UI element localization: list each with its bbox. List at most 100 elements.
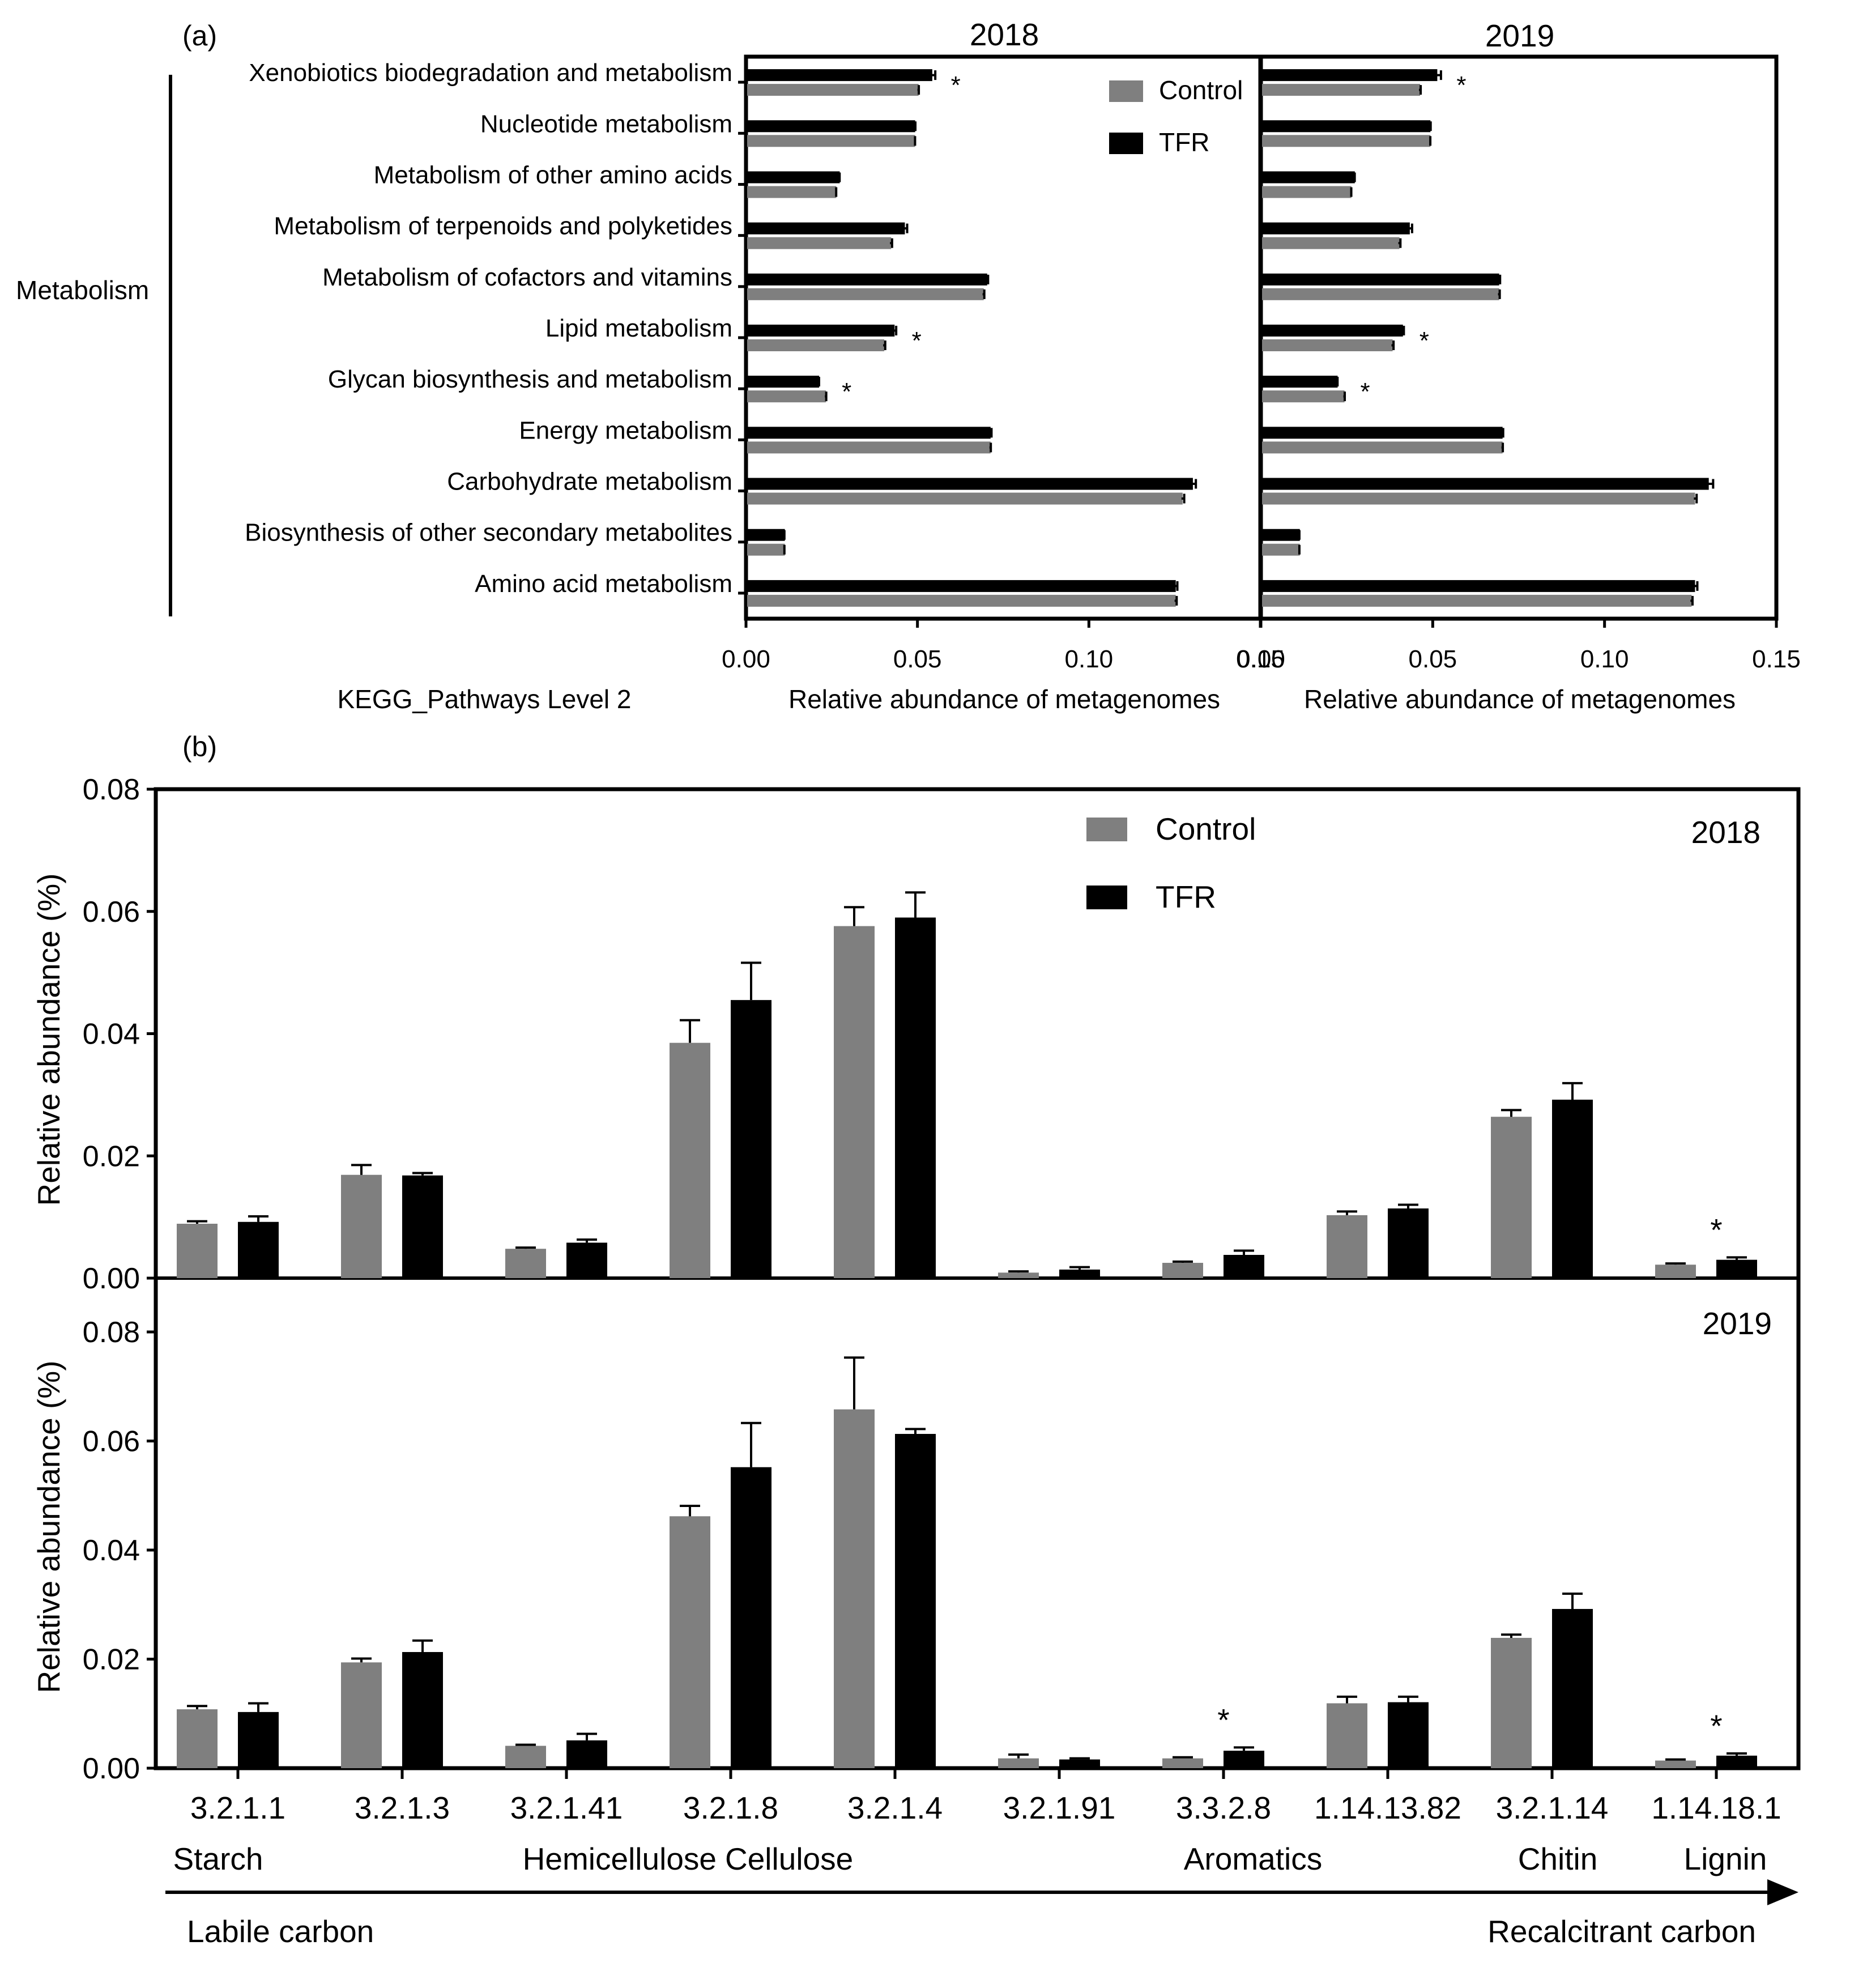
legend-a-tfr-swatch (1109, 133, 1143, 154)
errbar-a-2019-tfr-1 (1429, 121, 1432, 131)
bar-a-2019-control-3 (1262, 237, 1400, 249)
errbar-a-2018-control-4 (982, 289, 986, 299)
errbar-a-2019-control-10 (1690, 595, 1694, 606)
panel-b-2019-ytick-label-2: 0.04 (83, 1534, 140, 1567)
errbar-a-2018-tfr-0 (931, 70, 937, 80)
errbar-a-2018-tfr-3 (903, 223, 909, 233)
sig-star-a-2018-5: * (912, 327, 922, 355)
category-label-0: Xenobiotics biodegradation and metabolis… (249, 59, 732, 87)
panel-a-2019-xlabel: Relative abundance of metagenomes (1304, 684, 1736, 714)
bar-a-2019-tfr-5 (1262, 325, 1403, 337)
panel-a-2018-xtick-label-3: 0.15 (1236, 645, 1285, 673)
errbar-a-2018-tfr-5 (893, 326, 898, 335)
bar-a-2018-tfr-9 (747, 529, 785, 541)
sig-star-b-2019-6: * (1217, 1702, 1229, 1737)
panel-a-legend: Control TFR (1109, 75, 1243, 157)
errbar-b-2018-control-9 (1665, 1262, 1686, 1265)
bar-b-2019-tfr-7 (1388, 1702, 1429, 1768)
bar-b-2018-tfr-2 (566, 1242, 607, 1278)
panel-b-2018-ytick-label-2: 0.04 (83, 1018, 140, 1051)
bar-b-2018-tfr-4 (895, 917, 936, 1278)
bar-b-2018-tfr-5 (1059, 1269, 1100, 1278)
bar-b-2019-tfr-0 (238, 1712, 279, 1768)
sig-star-b-2018-9: * (1710, 1212, 1722, 1247)
bar-b-2019-control-5 (998, 1758, 1039, 1768)
panel-b-2018-ytick-label-1: 0.02 (83, 1140, 140, 1173)
bar-a-2019-control-1 (1262, 135, 1431, 147)
errbar-a-2018-tfr-4 (986, 274, 990, 284)
errbar-a-2018-tfr-8 (1191, 479, 1197, 489)
errbar-a-2018-control-8 (1181, 493, 1186, 504)
ec-category-label-8: 3.2.1.14 (1496, 1790, 1609, 1825)
errbar-b-2019-control-7 (1337, 1695, 1357, 1704)
bar-b-2019-control-3 (670, 1516, 710, 1768)
errbar-a-2018-control-2 (835, 187, 838, 197)
panel-b-2019-ytick-label-4: 0.08 (83, 1316, 140, 1349)
errbar-a-2018-tfr-10 (1174, 581, 1179, 591)
errbar-a-2018-control-3 (890, 238, 893, 248)
bar-b-2019-control-6 (1162, 1758, 1203, 1768)
bar-b-2018-tfr-0 (238, 1221, 279, 1278)
labile-carbon-label: Labile carbon (187, 1914, 374, 1949)
bar-a-2019-tfr-0 (1262, 69, 1438, 82)
bar-b-2018-control-7 (1327, 1215, 1367, 1278)
bar-b-2019-tfr-3 (731, 1467, 771, 1768)
legend-a-control-swatch (1109, 80, 1143, 102)
bar-a-2018-tfr-4 (747, 273, 987, 286)
bar-a-2019-tfr-8 (1262, 478, 1709, 490)
bar-a-2019-control-0 (1262, 84, 1421, 96)
errbar-b-2018-tfr-8 (1562, 1082, 1583, 1100)
bar-b-2019-tfr-8 (1552, 1608, 1593, 1768)
sig-star-a-2019-6: * (1360, 378, 1370, 406)
errbar-b-2018-control-3 (680, 1019, 700, 1043)
panel-a-2019-title: 2019 (1485, 18, 1554, 53)
bar-b-2018-control-0 (177, 1223, 218, 1278)
ec-category-label-5: 3.2.1.91 (1003, 1790, 1116, 1825)
substrate-cellulose: Cellulose (725, 1841, 853, 1876)
bar-b-2018-tfr-8 (1552, 1100, 1593, 1278)
bar-b-2018-control-4 (834, 926, 875, 1278)
errbar-b-2018-tfr-6 (1234, 1249, 1254, 1255)
errbar-a-2019-control-4 (1498, 289, 1501, 299)
substrate-starch: Starch (173, 1841, 263, 1876)
panel-a-2019-xtick-label-0: 0.00 (1237, 645, 1285, 673)
panel-a-ylabel: KEGG_Pathways Level 2 (337, 684, 631, 714)
legend-b-tfr-label: TFR (1156, 879, 1216, 914)
errbar-b-2019-control-9 (1665, 1758, 1686, 1761)
legend-b-control-swatch (1086, 818, 1127, 841)
errbar-a-2019-control-8 (1694, 493, 1698, 504)
errbar-b-2018-tfr-0 (248, 1215, 268, 1222)
errbar-b-2019-control-6 (1173, 1756, 1193, 1759)
errbar-a-2018-control-0 (917, 85, 920, 95)
bar-b-2018-control-5 (998, 1272, 1039, 1278)
errbar-a-2018-control-7 (989, 442, 992, 453)
errbar-b-2018-tfr-4 (905, 891, 926, 918)
ec-category-label-7: 1.14.13.82 (1314, 1790, 1461, 1825)
substrate-lignin: Lignin (1684, 1841, 1767, 1876)
errbar-b-2019-control-2 (515, 1743, 536, 1746)
bar-b-2019-tfr-9 (1716, 1755, 1757, 1768)
bar-b-2019-tfr-4 (895, 1433, 936, 1768)
errbar-a-2018-tfr-9 (783, 530, 786, 540)
errbar-b-2019-tfr-2 (577, 1732, 597, 1740)
errbar-b-2018-control-2 (515, 1246, 536, 1249)
category-label-9: Biosynthesis of other secondary metaboli… (245, 519, 732, 547)
panel-a-2018-xtick-label-1: 0.05 (893, 645, 942, 673)
category-label-10: Amino acid metabolism (475, 570, 732, 598)
metabolism-group-label: Metabolism (16, 275, 149, 305)
ec-category-label-2: 3.2.1.41 (510, 1790, 623, 1825)
bar-a-2018-control-4 (747, 288, 984, 300)
sig-star-a-2018-6: * (842, 378, 851, 406)
panel-b-2019-ytick-label-1: 0.02 (83, 1644, 140, 1676)
bar-a-2018-control-6 (747, 390, 826, 403)
bar-b-2018-control-8 (1491, 1117, 1532, 1278)
errbar-a-2018-tfr-6 (817, 377, 820, 387)
errbar-a-2019-control-3 (1398, 238, 1402, 248)
category-label-4: Metabolism of cofactors and vitamins (322, 263, 732, 291)
panel-a-2018-xtick-label-2: 0.10 (1065, 645, 1114, 673)
category-label-3: Metabolism of terpenoids and polyketides (274, 212, 732, 240)
bar-b-2018-control-9 (1655, 1265, 1696, 1278)
bar-a-2018-control-1 (747, 135, 915, 147)
errbar-b-2018-control-1 (351, 1164, 372, 1175)
errbar-a-2019-tfr-5 (1401, 326, 1405, 335)
